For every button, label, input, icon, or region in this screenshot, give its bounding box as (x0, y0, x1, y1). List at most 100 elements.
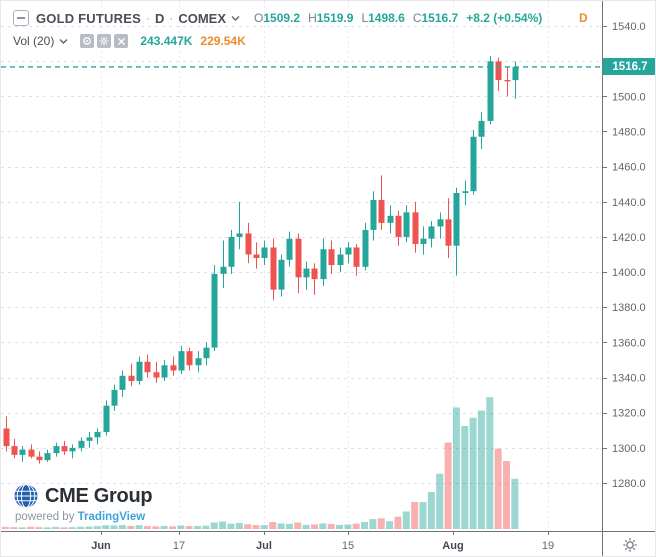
volume-bar (2, 526, 9, 529)
time-tick-label: Aug (442, 540, 463, 552)
candle-body (470, 136, 477, 192)
candle-body (69, 447, 76, 452)
globe-icon (13, 483, 39, 509)
candle-body (387, 215, 394, 223)
candle-body (462, 191, 469, 193)
volume-bar (177, 525, 185, 529)
price-axis[interactable] (602, 1, 656, 531)
candle-body (437, 219, 444, 227)
volume-bar (369, 519, 377, 529)
volume-bar (102, 525, 110, 529)
candle-body (362, 229, 369, 267)
open-value: 1509.2 (263, 11, 301, 25)
price-tick-label: 1400.0 (612, 267, 646, 279)
candle-body (178, 351, 185, 371)
low-value: 1498.6 (368, 11, 405, 25)
candle-body (61, 446, 68, 452)
volume-bar (277, 523, 285, 529)
symbol-title[interactable]: GOLD FUTURES (36, 10, 141, 26)
volume-bar (68, 527, 76, 529)
candle-body (495, 61, 502, 80)
volume-bar (152, 526, 160, 529)
candle-body (170, 365, 177, 371)
candle-body (203, 347, 210, 359)
candle-body (144, 361, 151, 373)
price-tick-label: 1380.0 (612, 302, 646, 314)
last-price-label: 1516.7 (603, 58, 655, 75)
volume-bar (344, 524, 352, 529)
price-tick-label: 1360.0 (612, 337, 646, 349)
collapse-legend-icon[interactable] (13, 10, 29, 26)
volume-bar (503, 461, 510, 529)
volume-bar (93, 526, 101, 529)
candle-body (395, 215, 402, 237)
volume-bar (402, 511, 410, 529)
volume-bar (135, 525, 143, 529)
chevron-down-icon[interactable] (231, 15, 240, 22)
close-value: 1516.7 (421, 11, 459, 25)
volume-bar (494, 448, 502, 529)
volume-bar (227, 523, 235, 529)
candle-body (211, 273, 218, 348)
price-tick-label: 1500.0 (612, 91, 646, 103)
hide-icon[interactable] (80, 34, 95, 48)
price-tick-label: 1480.0 (612, 126, 646, 138)
candle-body (195, 358, 202, 366)
volume-bar (252, 525, 260, 529)
time-tick-label: 15 (342, 540, 354, 552)
candle-body (153, 372, 160, 378)
volume-bar (302, 524, 310, 529)
volume-bar (185, 526, 193, 529)
volume-bar (427, 491, 435, 529)
candle-body (28, 449, 35, 457)
candle-body (403, 212, 410, 237)
candle-body (111, 389, 118, 406)
price-tick-label: 1460.0 (612, 162, 646, 174)
volume-bar (110, 525, 118, 529)
volume-bar (361, 521, 369, 529)
volume-bar (43, 527, 51, 529)
candle-body (53, 446, 60, 454)
price-tick-label: 1320.0 (612, 408, 646, 420)
settings-icon[interactable] (97, 34, 112, 48)
high-label: H (308, 11, 317, 25)
axis-settings-button[interactable] (602, 532, 655, 556)
interval-label: D (154, 10, 165, 26)
volume-study-label[interactable]: Vol (20) (13, 34, 55, 48)
candle-body (78, 440, 85, 448)
candle-body (228, 236, 235, 267)
candle-body (36, 456, 43, 461)
candle-body (103, 405, 110, 433)
candle-body (86, 437, 93, 441)
candle-body (161, 365, 168, 378)
volume-bar (127, 525, 135, 529)
volume-bar (27, 526, 35, 529)
volume-bar (511, 478, 519, 529)
price-tick-label: 1300.0 (612, 443, 646, 455)
price-tick-label: 1340.0 (612, 373, 646, 385)
volume-bar (452, 407, 460, 529)
price-tick-label: 1280.0 (612, 478, 646, 490)
volume-bar (336, 524, 343, 529)
candle-body (261, 247, 268, 259)
time-tick-label: 17 (173, 540, 185, 552)
delete-icon[interactable] (114, 34, 129, 48)
volume-bar (18, 527, 26, 529)
volume-ma-value: 229.54K (200, 34, 246, 48)
high-value: 1519.9 (316, 11, 354, 25)
tradingview-link[interactable]: TradingView (77, 511, 146, 523)
volume-value: 243.447K (140, 34, 193, 48)
price-tick-label: 1540.0 (612, 21, 646, 33)
powered-by-text: powered by (15, 511, 75, 523)
chevron-down-icon[interactable] (59, 38, 68, 45)
candle-body (353, 247, 360, 267)
volume-bar (118, 525, 126, 529)
time-axis[interactable] (1, 531, 602, 557)
exchange-label: COMEX (178, 10, 227, 26)
change-value: +8.2 (+0.54%) (466, 11, 543, 25)
candle-body (328, 249, 335, 266)
indicator-row: Vol (20) 243.447K 229.54K (13, 32, 542, 50)
candle-body (487, 61, 494, 121)
